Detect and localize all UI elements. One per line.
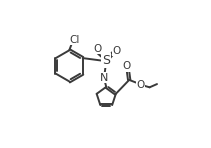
Text: S: S: [102, 54, 110, 67]
Text: N: N: [100, 73, 108, 83]
Text: O: O: [93, 44, 101, 54]
Text: Cl: Cl: [70, 35, 80, 45]
Text: O: O: [112, 46, 121, 56]
Text: O: O: [137, 80, 145, 90]
Text: O: O: [123, 61, 131, 71]
